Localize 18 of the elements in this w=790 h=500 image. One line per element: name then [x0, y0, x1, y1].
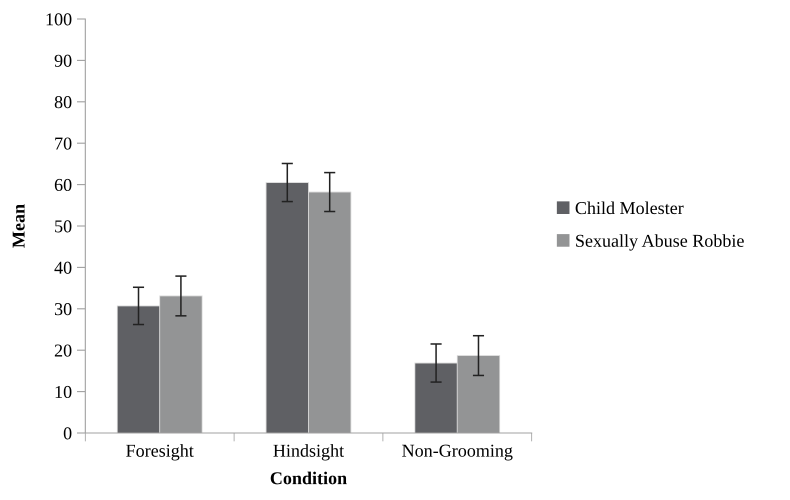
- y-axis-title: Mean: [12, 204, 25, 248]
- y-tick-label: 40: [54, 262, 72, 274]
- x-tick-label: Foresight: [126, 444, 194, 461]
- y-tick-label: 100: [46, 13, 72, 26]
- y-tick-label: 30: [54, 303, 72, 316]
- y-tick-label: 80: [54, 96, 72, 108]
- x-tick-label: Hindsight: [273, 444, 344, 461]
- y-tick-label: 70: [55, 137, 72, 150]
- y-tick-label: 0: [64, 427, 72, 440]
- y-tick-label: 50: [55, 220, 72, 232]
- y-tick-label: 90: [54, 54, 72, 67]
- y-tick-label: 10: [56, 386, 72, 398]
- x-tick-label: Non-Grooming: [402, 444, 513, 460]
- x-axis-title: Condition: [270, 472, 347, 484]
- y-tick-label: 60: [54, 178, 72, 192]
- y-tick-label: 20: [54, 344, 72, 357]
- legend-label: Sexually Abuse Robbie: [576, 234, 744, 251]
- legend-label: Child Molester: [576, 201, 684, 214]
